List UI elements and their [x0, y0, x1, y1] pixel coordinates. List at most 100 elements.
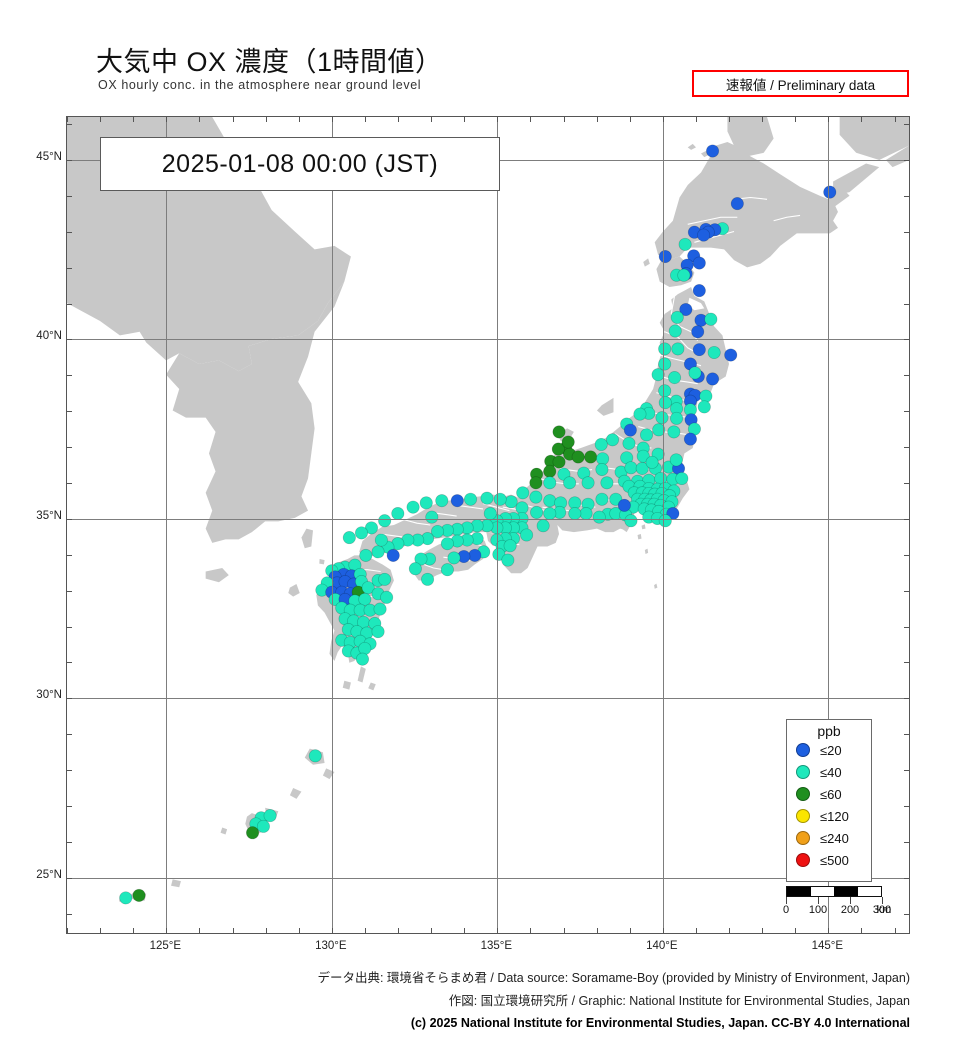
- station-marker[interactable]: [552, 425, 566, 439]
- station-marker[interactable]: [468, 548, 482, 562]
- station-marker[interactable]: [658, 514, 672, 528]
- station-marker[interactable]: [595, 463, 609, 477]
- station-marker[interactable]: [675, 471, 689, 486]
- station-marker[interactable]: [561, 435, 575, 449]
- station-marker[interactable]: [552, 455, 566, 469]
- station-marker[interactable]: [406, 500, 420, 514]
- station-marker[interactable]: [543, 476, 557, 490]
- station-marker[interactable]: [697, 228, 711, 242]
- station-marker[interactable]: [408, 562, 422, 576]
- station-marker[interactable]: [308, 749, 322, 763]
- legend-item[interactable]: ≤20: [787, 739, 871, 761]
- station-marker[interactable]: [633, 407, 647, 421]
- station-marker[interactable]: [543, 494, 557, 508]
- station-marker[interactable]: [342, 531, 356, 545]
- station-marker[interactable]: [371, 625, 385, 639]
- station-marker[interactable]: [823, 185, 837, 199]
- station-marker[interactable]: [543, 464, 557, 478]
- station-marker[interactable]: [551, 442, 565, 456]
- station-marker[interactable]: [571, 450, 585, 464]
- map-plot-area[interactable]: [66, 116, 910, 934]
- station-marker[interactable]: [373, 602, 387, 616]
- station-marker[interactable]: [501, 553, 515, 567]
- station-marker[interactable]: [581, 476, 595, 490]
- station-marker[interactable]: [617, 498, 631, 512]
- station-marker[interactable]: [256, 819, 270, 833]
- station-marker[interactable]: [624, 514, 638, 528]
- legend-item[interactable]: ≤40: [787, 761, 871, 783]
- station-marker[interactable]: [119, 891, 133, 905]
- station-marker[interactable]: [361, 581, 375, 595]
- station-marker[interactable]: [378, 572, 392, 586]
- station-marker[interactable]: [359, 548, 373, 562]
- station-marker[interactable]: [380, 590, 394, 604]
- station-marker[interactable]: [421, 572, 435, 586]
- station-marker[interactable]: [594, 437, 608, 452]
- station-marker[interactable]: [600, 476, 614, 490]
- station-marker[interactable]: [699, 389, 713, 403]
- station-marker[interactable]: [374, 533, 388, 547]
- station-marker[interactable]: [516, 486, 530, 500]
- station-marker[interactable]: [480, 491, 494, 505]
- station-marker[interactable]: [678, 237, 692, 251]
- station-marker[interactable]: [724, 348, 738, 362]
- station-marker[interactable]: [503, 539, 517, 553]
- station-marker[interactable]: [645, 455, 659, 469]
- station-marker[interactable]: [609, 492, 623, 506]
- station-marker[interactable]: [447, 551, 461, 565]
- station-marker[interactable]: [658, 357, 672, 371]
- station-marker[interactable]: [679, 302, 693, 317]
- station-marker[interactable]: [605, 433, 620, 447]
- station-marker[interactable]: [697, 400, 711, 414]
- station-marker[interactable]: [655, 411, 669, 425]
- station-marker[interactable]: [529, 476, 543, 490]
- station-marker[interactable]: [730, 197, 744, 211]
- station-marker[interactable]: [504, 495, 518, 509]
- station-marker[interactable]: [692, 284, 706, 298]
- station-marker[interactable]: [639, 428, 654, 442]
- station-marker[interactable]: [440, 537, 454, 551]
- station-marker[interactable]: [536, 519, 550, 533]
- station-marker[interactable]: [364, 521, 379, 535]
- station-marker[interactable]: [623, 423, 637, 437]
- station-marker[interactable]: [358, 641, 372, 656]
- station-marker[interactable]: [658, 250, 672, 264]
- station-marker[interactable]: [132, 888, 146, 902]
- station-marker[interactable]: [707, 345, 721, 360]
- station-marker[interactable]: [355, 652, 370, 666]
- station-marker[interactable]: [440, 563, 454, 577]
- station-marker[interactable]: [520, 528, 534, 542]
- station-marker[interactable]: [592, 510, 606, 524]
- station-marker[interactable]: [706, 144, 720, 158]
- station-marker[interactable]: [430, 524, 445, 539]
- legend-item[interactable]: ≤60: [787, 783, 871, 805]
- legend-item[interactable]: ≤120: [787, 805, 871, 827]
- station-marker[interactable]: [263, 809, 277, 823]
- station-marker[interactable]: [670, 411, 684, 425]
- station-marker[interactable]: [386, 548, 400, 562]
- station-marker[interactable]: [651, 368, 665, 382]
- station-marker[interactable]: [692, 343, 706, 357]
- station-marker[interactable]: [706, 372, 720, 386]
- station-marker[interactable]: [704, 312, 718, 326]
- station-marker[interactable]: [624, 461, 638, 475]
- station-marker[interactable]: [492, 547, 506, 561]
- station-marker[interactable]: [658, 342, 672, 356]
- station-marker[interactable]: [246, 826, 260, 840]
- station-marker[interactable]: [529, 490, 543, 504]
- station-marker[interactable]: [425, 510, 439, 524]
- station-marker[interactable]: [668, 324, 682, 338]
- station-marker[interactable]: [670, 310, 684, 324]
- station-marker[interactable]: [584, 450, 598, 464]
- station-marker[interactable]: [677, 268, 691, 282]
- station-marker[interactable]: [692, 256, 706, 270]
- station-marker[interactable]: [652, 423, 666, 437]
- station-marker[interactable]: [378, 514, 392, 528]
- station-marker[interactable]: [414, 552, 428, 566]
- station-marker[interactable]: [683, 432, 697, 446]
- station-marker[interactable]: [493, 492, 507, 506]
- station-marker[interactable]: [622, 436, 636, 450]
- station-marker[interactable]: [667, 425, 681, 439]
- station-marker[interactable]: [371, 545, 385, 559]
- station-marker[interactable]: [668, 371, 682, 385]
